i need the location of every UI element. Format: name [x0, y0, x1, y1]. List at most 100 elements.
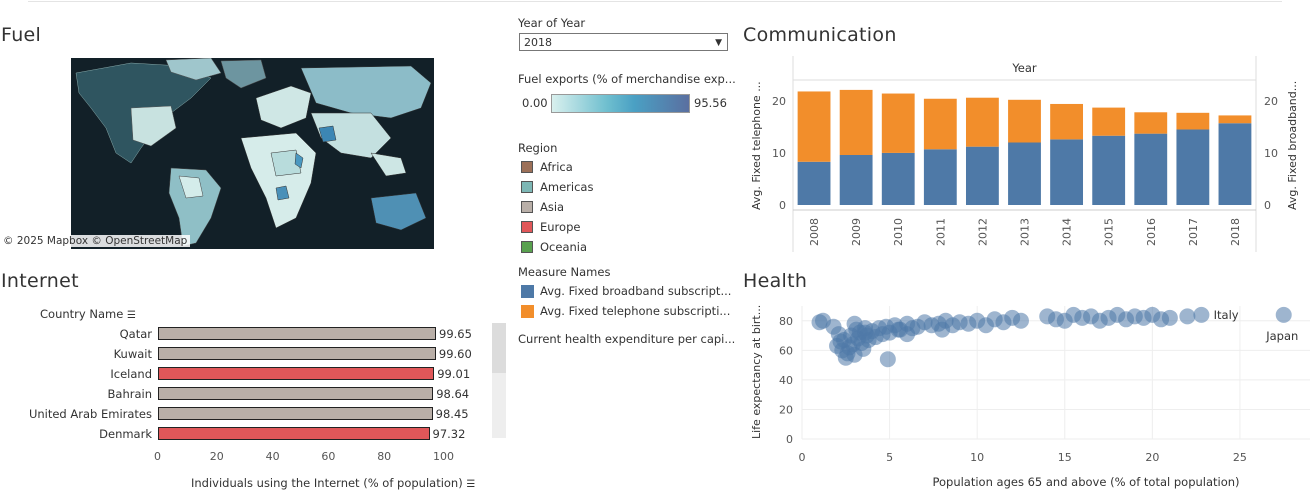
broadband-bar[interactable]: [1134, 133, 1168, 205]
fuel-legend-min: 0.00: [522, 96, 548, 110]
annotation-italy: Italy: [1214, 308, 1239, 322]
y-tick-label-right: 10: [1264, 147, 1278, 160]
y-tick-label: 80: [779, 315, 793, 328]
internet-bar[interactable]: [158, 387, 434, 400]
bar-value-label: 99.01: [437, 367, 471, 381]
x-tick-label: 80: [377, 450, 392, 463]
internet-bar[interactable]: [158, 347, 436, 360]
scatter-point[interactable]: [1161, 309, 1178, 326]
x-tick-label: 2013: [1019, 218, 1032, 246]
scatter-point[interactable]: [830, 326, 847, 343]
scatter-point[interactable]: [879, 351, 896, 368]
broadband-bar[interactable]: [1176, 129, 1210, 205]
broadband-bar[interactable]: [1218, 123, 1252, 205]
measure-swatch[interactable]: [521, 285, 534, 298]
region-legend-item[interactable]: Americas: [540, 180, 594, 194]
fuel-title: Fuel: [1, 24, 42, 46]
region-swatch[interactable]: [521, 221, 533, 233]
x-tick-label: 20: [1145, 451, 1159, 464]
scatter-point[interactable]: [857, 324, 874, 341]
x-tick-label: 15: [1058, 451, 1072, 464]
fuel-legend-max: 95.56: [694, 96, 727, 110]
telephone-bar[interactable]: [839, 89, 873, 155]
region-swatch[interactable]: [521, 201, 533, 213]
region-legend-item[interactable]: Europe: [540, 220, 581, 234]
internet-x-axis-label[interactable]: Individuals using the Internet (% of pop…: [191, 476, 475, 490]
world-map[interactable]: [71, 58, 434, 249]
y-tick-label: 60: [779, 344, 793, 357]
fuel-legend-title: Fuel exports (% of merchandise exp...: [518, 72, 736, 86]
telephone-bar[interactable]: [1176, 112, 1210, 130]
broadband-bar[interactable]: [797, 161, 831, 205]
scatter-point[interactable]: [1193, 306, 1210, 323]
internet-bar[interactable]: [158, 427, 430, 440]
region-legend-item[interactable]: Asia: [540, 200, 565, 214]
x-axis-title[interactable]: Population ages 65 and above (% of total…: [932, 475, 1239, 489]
communication-chart: Year 0 0 10 10 20 20 2008 2009 2010 2011 2012 2013 20…: [750, 56, 1299, 252]
sort-icon[interactable]: ☰: [126, 310, 136, 321]
health-title: Health: [743, 270, 808, 292]
telephone-bar[interactable]: [1050, 103, 1084, 140]
x-tick-label: 25: [1233, 451, 1247, 464]
x-tick-label: 5: [886, 451, 893, 464]
map-credit[interactable]: © 2025 Mapbox © OpenStreetMap: [0, 235, 191, 247]
sort-icon[interactable]: ☰: [466, 479, 476, 490]
x-tick-label: 2008: [808, 218, 821, 246]
year-dropdown[interactable]: 2018 ▼: [519, 33, 728, 51]
broadband-bar[interactable]: [1092, 135, 1126, 205]
telephone-bar[interactable]: [1134, 112, 1168, 134]
internet-bar[interactable]: [158, 327, 437, 340]
region-swatch[interactable]: [521, 241, 533, 253]
telephone-bar[interactable]: [965, 97, 999, 147]
year-header[interactable]: Year: [1011, 61, 1037, 75]
scatter-point[interactable]: [1012, 312, 1029, 329]
scatter-point[interactable]: [846, 315, 863, 332]
broadband-bar[interactable]: [1008, 142, 1041, 206]
telephone-bar[interactable]: [1218, 115, 1252, 124]
country-name-header[interactable]: Country Name ☰: [40, 307, 136, 321]
fuel-color-gradient: [551, 94, 690, 113]
region-swatch[interactable]: [521, 161, 533, 173]
region-legend-item[interactable]: Oceania: [540, 240, 588, 254]
y-axis-title-right[interactable]: Avg. Fixed broadband...: [1286, 81, 1299, 210]
broadband-bar[interactable]: [1050, 139, 1084, 205]
telephone-bar[interactable]: [1008, 99, 1041, 143]
internet-bar[interactable]: [158, 407, 433, 420]
broadband-bar[interactable]: [965, 146, 999, 205]
region-legend-item[interactable]: Africa: [540, 160, 573, 174]
telephone-bar[interactable]: [881, 93, 915, 153]
telephone-bar[interactable]: [923, 98, 957, 150]
telephone-bar[interactable]: [797, 91, 831, 162]
scatter-point[interactable]: [1179, 308, 1196, 325]
x-tick-label: 2018: [1229, 218, 1242, 246]
measure-legend-item[interactable]: Avg. Fixed telephone subscripti...: [540, 304, 731, 318]
x-tick-label: 2015: [1103, 218, 1116, 246]
measure-legend-item[interactable]: Avg. Fixed broadband subscript...: [540, 284, 732, 298]
measure-swatch[interactable]: [521, 305, 534, 318]
bar-category-label: Qatar: [119, 327, 152, 341]
region-swatch[interactable]: [521, 181, 533, 193]
y-tick-label: 40: [779, 374, 793, 387]
scatter-point[interactable]: [890, 321, 907, 338]
broadband-bar[interactable]: [839, 155, 873, 205]
x-tick-label: 10: [970, 451, 984, 464]
broadband-bar[interactable]: [923, 149, 957, 205]
region-legend-title: Region: [518, 141, 558, 155]
telephone-bar[interactable]: [1092, 107, 1126, 136]
communication-title: Communication: [743, 24, 897, 46]
x-tick-label: 2011: [934, 218, 947, 246]
y-axis-title[interactable]: Life expectancy at birt...: [750, 305, 763, 439]
y-tick-label: 20: [779, 403, 793, 416]
broadband-bar[interactable]: [881, 152, 915, 205]
y-axis-title-left[interactable]: Avg. Fixed telephone ...: [750, 81, 763, 210]
x-tick-label: 2009: [850, 218, 863, 246]
x-tick-label: 0: [799, 451, 806, 464]
x-tick-label: 2014: [1061, 218, 1074, 246]
internet-bar[interactable]: [158, 367, 435, 380]
scatter-point[interactable]: [1275, 306, 1292, 323]
scatter-point[interactable]: [934, 321, 951, 338]
internet-scrollbar-thumb[interactable]: [492, 323, 506, 373]
chevron-down-icon[interactable]: ▼: [715, 38, 722, 48]
bar-value-label: 97.32: [432, 427, 466, 441]
year-dropdown-value: 2018: [524, 36, 552, 49]
